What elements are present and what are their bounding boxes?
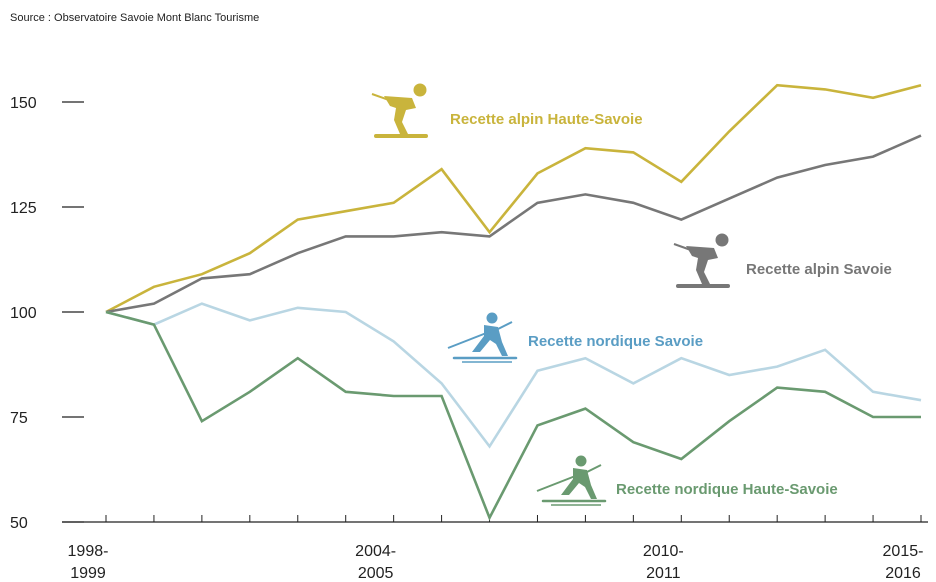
series-labels: Recette alpin Haute-Savoie Recette alpin … [371,83,892,506]
series-label-2: Recette alpin Savoie [746,261,892,278]
series-line-2 [105,134,922,314]
nordic-skier-icon [536,455,607,506]
alpine-skier-icon [673,233,730,288]
y-tick-label: 150 [10,95,37,112]
series-line-4 [105,310,921,521]
axes: 50 75 100 125 150 1998-1999 2004-2005 2010-2011… [10,95,928,582]
x-tick-label: 2010-2011 [643,543,684,582]
nordic-skier-icon [447,312,518,363]
y-tick-label: 75 [10,410,28,427]
series-label-3: Recette nordique Savoie [528,333,703,350]
x-tick-label: 1998-1999 [68,543,109,582]
series-label-1: Recette alpin Haute-Savoie [450,111,643,128]
alpine-skier-icon [371,83,428,138]
x-tick-label: 2015-2016 [883,543,924,582]
x-tick-label: 2004-2005 [355,543,396,582]
y-tick-label: 125 [10,200,37,217]
series-line-1 [105,83,922,314]
series-lines [105,83,922,521]
y-tick-label: 50 [10,515,28,532]
chart-source: Source : Observatoire Savoie Mont Blanc … [10,12,260,24]
y-tick-label: 100 [10,305,37,322]
series-line-3 [105,302,922,449]
series-label-4: Recette nordique Haute-Savoie [616,481,838,498]
